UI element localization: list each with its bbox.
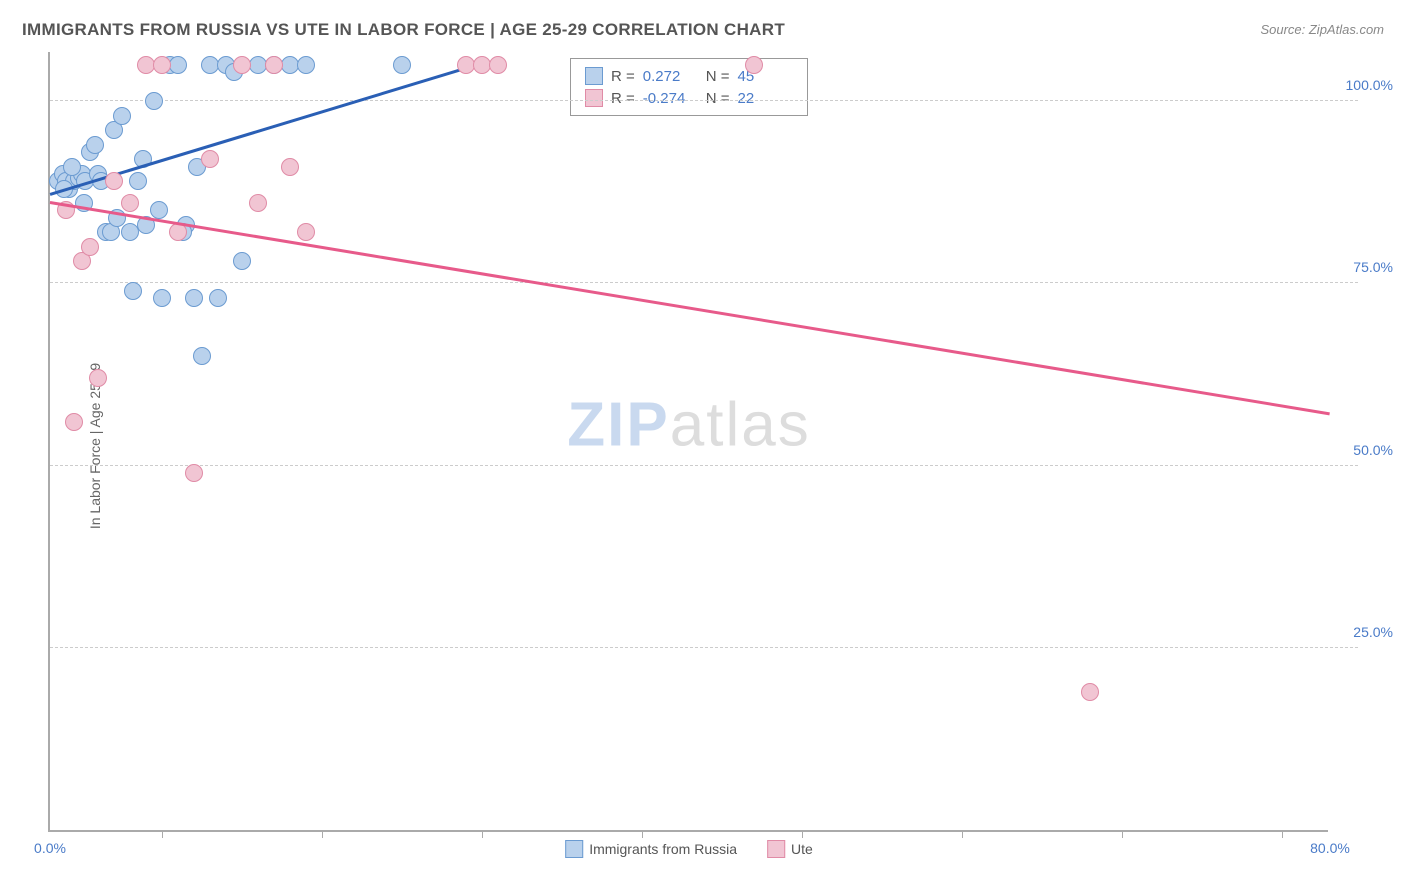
scatter-point <box>169 56 187 74</box>
y-tick-label: 100.0% <box>1346 77 1393 93</box>
scatter-point <box>281 158 299 176</box>
legend: Immigrants from Russia Ute <box>565 840 813 858</box>
y-tick-label: 75.0% <box>1353 259 1393 275</box>
x-tick <box>162 830 163 838</box>
scatter-point <box>63 158 81 176</box>
watermark: ZIPatlas <box>567 390 810 461</box>
scatter-point <box>65 413 83 431</box>
scatter-point <box>81 238 99 256</box>
x-tick <box>322 830 323 838</box>
scatter-point <box>185 464 203 482</box>
chart-title: IMMIGRANTS FROM RUSSIA VS UTE IN LABOR F… <box>22 20 785 40</box>
x-tick <box>802 830 803 838</box>
x-tick <box>1282 830 1283 838</box>
scatter-point <box>153 56 171 74</box>
scatter-point <box>185 289 203 307</box>
trend-line <box>50 201 1330 415</box>
swatch-series-a <box>585 67 603 85</box>
y-tick-label: 25.0% <box>1353 624 1393 640</box>
scatter-point <box>393 56 411 74</box>
legend-item-a: Immigrants from Russia <box>565 840 737 858</box>
scatter-point <box>489 56 507 74</box>
swatch-series-b <box>585 89 603 107</box>
swatch-series-a <box>565 840 583 858</box>
scatter-point <box>105 172 123 190</box>
x-tick <box>962 830 963 838</box>
scatter-point <box>129 172 147 190</box>
scatter-point <box>124 282 142 300</box>
scatter-point <box>233 252 251 270</box>
scatter-point <box>209 289 227 307</box>
scatter-point <box>89 369 107 387</box>
scatter-point <box>86 136 104 154</box>
source-attribution: Source: ZipAtlas.com <box>1260 22 1384 37</box>
scatter-point <box>113 107 131 125</box>
gridline <box>50 282 1358 283</box>
scatter-point <box>201 150 219 168</box>
x-tick-label: 0.0% <box>34 840 66 856</box>
scatter-point <box>153 289 171 307</box>
scatter-point <box>150 201 168 219</box>
scatter-point <box>249 194 267 212</box>
y-tick-label: 50.0% <box>1353 442 1393 458</box>
scatter-point <box>233 56 251 74</box>
scatter-point <box>745 56 763 74</box>
scatter-point <box>145 92 163 110</box>
scatter-point <box>169 223 187 241</box>
gridline <box>50 465 1358 466</box>
legend-item-b: Ute <box>767 840 813 858</box>
scatter-point <box>1081 683 1099 701</box>
gridline <box>50 647 1358 648</box>
x-tick <box>642 830 643 838</box>
x-tick-label: 80.0% <box>1310 840 1350 856</box>
stats-row-series-b: R = -0.274 N = 22 <box>585 87 793 109</box>
x-tick <box>482 830 483 838</box>
gridline <box>50 100 1358 101</box>
scatter-point <box>265 56 283 74</box>
scatter-point <box>297 56 315 74</box>
scatter-point <box>193 347 211 365</box>
scatter-point <box>297 223 315 241</box>
scatter-plot: ZIPatlas R = 0.272 N = 45 R = -0.274 N =… <box>48 52 1328 832</box>
swatch-series-b <box>767 840 785 858</box>
correlation-stats-box: R = 0.272 N = 45 R = -0.274 N = 22 <box>570 58 808 116</box>
scatter-point <box>121 194 139 212</box>
x-tick <box>1122 830 1123 838</box>
